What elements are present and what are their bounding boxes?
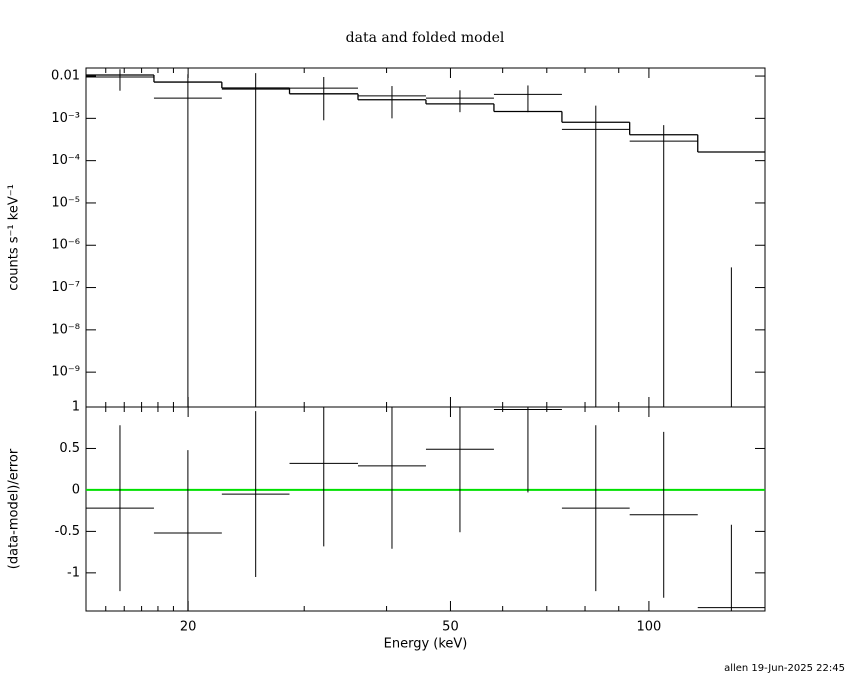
y-tick-label: 0.5 xyxy=(59,441,80,456)
y-tick-label: 10⁻⁹ xyxy=(51,365,80,380)
y-axis-label: (data-model)/error xyxy=(7,448,22,569)
y-tick-label: 0 xyxy=(72,482,80,497)
x-tick-label: 50 xyxy=(442,620,459,635)
y-tick-label: 10⁻⁴ xyxy=(51,153,80,168)
x-axis-label: Energy (keV) xyxy=(384,637,468,652)
y-axis-label: counts s⁻¹ keV⁻¹ xyxy=(7,184,22,291)
y-tick-label: 0.01 xyxy=(51,69,80,84)
y-tick-label: 10⁻⁸ xyxy=(51,322,80,337)
plot-frame xyxy=(85,406,766,612)
y-tick-label: 10⁻⁶ xyxy=(51,238,80,253)
y-tick-label: 10⁻³ xyxy=(51,111,80,126)
y-tick-label: 10⁻⁵ xyxy=(51,195,80,210)
y-tick-label: 10⁻⁷ xyxy=(51,280,80,295)
footer: allen 19-Jun-2025 22:45 xyxy=(724,663,845,674)
y-tick-label: -1 xyxy=(67,565,80,580)
chart-title: data and folded model xyxy=(346,30,505,46)
y-tick-label: -0.5 xyxy=(55,524,80,539)
x-tick-label: 100 xyxy=(636,620,661,635)
y-tick-label: 1 xyxy=(72,400,80,415)
x-tick-label: 20 xyxy=(180,620,197,635)
